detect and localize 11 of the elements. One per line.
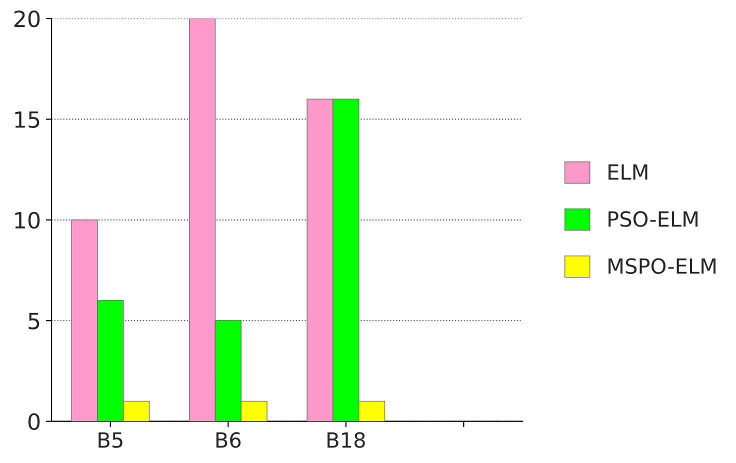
legend-label: MSPO-ELM <box>608 258 716 274</box>
y-tick-label: 20 <box>14 10 40 28</box>
y-tick-label: 15 <box>15 111 40 128</box>
legend-label: ELM <box>608 164 648 180</box>
x-tick-label: B18 <box>328 432 365 448</box>
y-tick-label: 0 <box>28 413 40 430</box>
y-tick-label: 5 <box>28 312 40 330</box>
x-tick-label: B6 <box>216 432 241 448</box>
y-tick-label: 10 <box>15 212 40 229</box>
legend-label: PSO-ELM <box>608 211 698 227</box>
x-tick-label: B5 <box>98 432 122 448</box>
